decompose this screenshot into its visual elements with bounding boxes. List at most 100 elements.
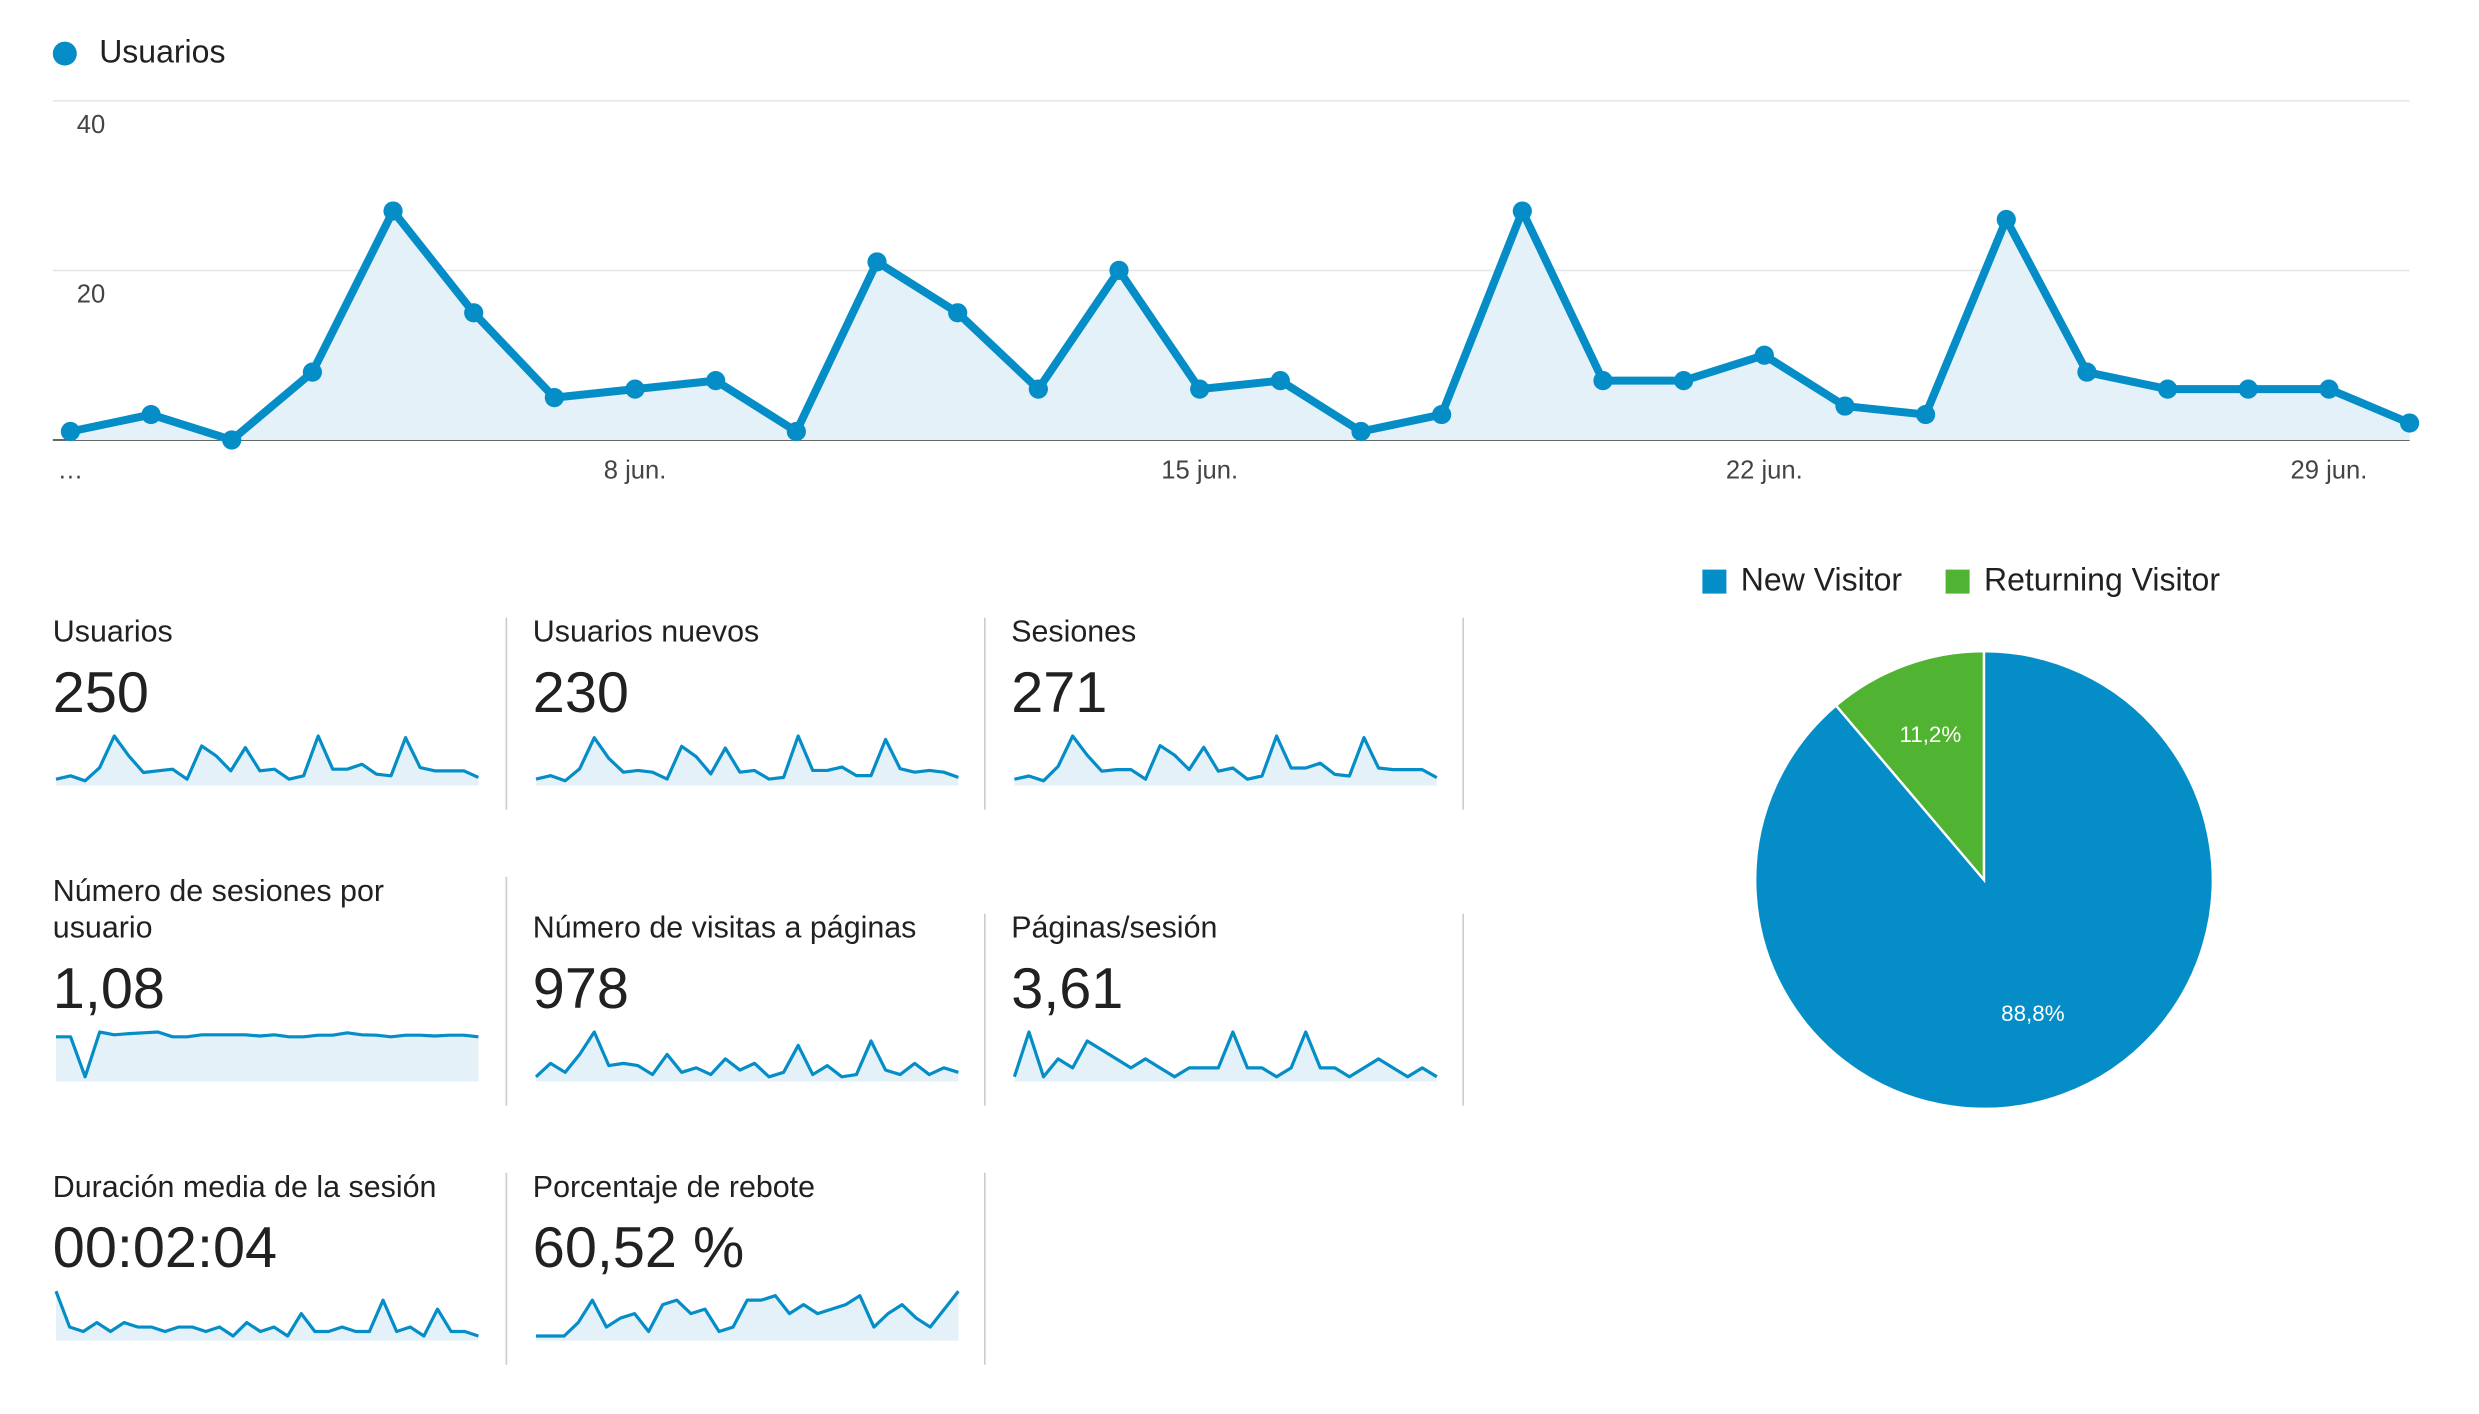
- metric-sesiones[interactable]: Sesiones 271: [1011, 614, 1440, 786]
- series-line-usuarios: [69, 207, 2412, 445]
- x-tick-label: 8 jun.: [604, 456, 667, 484]
- legend-dot-usuarios: [52, 41, 77, 66]
- y-tick-label: 20: [77, 280, 105, 308]
- pie-data-label: 88,8%: [2001, 1001, 2065, 1026]
- data-point[interactable]: [2238, 379, 2258, 399]
- sparkline-line: [1014, 734, 1438, 783]
- data-point[interactable]: [544, 388, 564, 408]
- divider: [505, 876, 508, 1106]
- divider: [984, 913, 986, 1106]
- series-area-usuarios: [70, 211, 2410, 440]
- sparkline-area: [56, 1291, 479, 1341]
- data-point[interactable]: [1270, 371, 1290, 391]
- data-point[interactable]: [786, 421, 806, 442]
- data-point[interactable]: [1432, 404, 1452, 425]
- metric-porcentaje-rebote[interactable]: Porcentaje de rebote 60,52 %: [533, 1170, 962, 1341]
- sparkline-area: [536, 1291, 959, 1341]
- data-point[interactable]: [1593, 371, 1613, 391]
- metric-usuarios[interactable]: Usuarios 250: [52, 614, 482, 786]
- sparkline-line: [535, 1290, 960, 1338]
- legend-label-usuarios: Usuarios: [99, 35, 226, 71]
- data-point[interactable]: [464, 303, 484, 323]
- data-point[interactable]: [2319, 379, 2339, 399]
- users-line-chart: 20 40 … 8 jun. 15 jun. 22 jun. 29 jun.: [52, 100, 2420, 484]
- main-chart-legend[interactable]: Usuarios: [52, 35, 226, 72]
- metric-label: Páginas/sesión: [1011, 912, 1218, 946]
- divider: [1462, 617, 1464, 810]
- data-point[interactable]: [1674, 371, 1694, 391]
- sparkline-line: [55, 734, 480, 783]
- divider: [984, 617, 986, 810]
- sparkline-duracion-media: [54, 1290, 479, 1341]
- legend-swatch-new-visitor: [1702, 569, 1727, 594]
- sparkline-line: [535, 734, 959, 783]
- x-tick-label: 29 jun.: [2291, 456, 2368, 484]
- data-point[interactable]: [1351, 421, 1371, 442]
- pie-data-label: 11,2%: [1899, 722, 1961, 747]
- data-point[interactable]: [141, 404, 161, 425]
- metric-visitas-paginas[interactable]: Número de visitas a páginas 978: [532, 910, 962, 1082]
- data-point[interactable]: [1512, 201, 1532, 221]
- data-point[interactable]: [1190, 379, 1210, 399]
- metric-usuarios-nuevos[interactable]: Usuarios nuevos 230: [532, 614, 962, 786]
- pie-slice-returning-visitor[interactable]: [1834, 649, 1986, 884]
- legend-new-visitor[interactable]: New Visitor: [1702, 563, 1902, 600]
- metric-label: Usuarios: [52, 616, 173, 650]
- divider: [984, 1172, 986, 1365]
- metric-value: 00:02:04: [52, 1214, 278, 1280]
- sparkline-sesiones-por-usuario: [55, 1030, 479, 1082]
- x-tick-label: 15 jun.: [1161, 456, 1238, 484]
- sparkline-visitas-paginas: [534, 1030, 959, 1082]
- legend-label-returning-visitor: Returning Visitor: [1984, 563, 2220, 599]
- sparkline-line: [534, 1030, 959, 1079]
- data-point[interactable]: [867, 252, 887, 272]
- data-point[interactable]: [1835, 396, 1855, 416]
- pie-slice-new-visitor[interactable]: [1754, 649, 2214, 1110]
- data-point[interactable]: [222, 430, 242, 450]
- sparkline-porcentaje-rebote: [535, 1290, 960, 1341]
- metric-label: Usuarios nuevos: [532, 616, 760, 650]
- sparkline-area: [56, 1032, 479, 1082]
- data-point[interactable]: [383, 201, 403, 221]
- metric-value: 1,08: [52, 955, 165, 1021]
- metric-label: Sesiones: [1011, 616, 1137, 650]
- data-point[interactable]: [1109, 260, 1129, 280]
- data-point[interactable]: [2158, 379, 2178, 399]
- data-point[interactable]: [1028, 379, 1048, 399]
- data-point[interactable]: [2077, 362, 2097, 382]
- sparkline-sesiones: [1014, 734, 1438, 786]
- y-tick-label: 40: [77, 111, 105, 139]
- data-point[interactable]: [1754, 345, 1774, 365]
- data-point[interactable]: [2400, 413, 2420, 433]
- metric-paginas-sesion[interactable]: Páginas/sesión 3,61: [1011, 910, 1440, 1082]
- data-point[interactable]: [1996, 209, 2016, 230]
- sparkline-usuarios: [55, 734, 480, 786]
- metric-duracion-media[interactable]: Duración media de la sesión 00:02:04: [53, 1170, 482, 1341]
- metric-label: Duración media de la sesión: [52, 1171, 437, 1205]
- divider: [505, 1172, 508, 1365]
- sparkline-area: [536, 736, 959, 786]
- divider: [1462, 913, 1464, 1106]
- sparkline-line: [1012, 1030, 1438, 1079]
- legend-swatch-returning-visitor: [1945, 569, 1970, 594]
- data-point[interactable]: [1916, 404, 1936, 425]
- legend-returning-visitor[interactable]: Returning Visitor: [1945, 563, 2220, 600]
- legend-label-new-visitor: New Visitor: [1740, 563, 1903, 599]
- data-point[interactable]: [625, 379, 645, 399]
- sparkline-usuarios-nuevos: [535, 734, 959, 786]
- data-point[interactable]: [706, 371, 726, 391]
- metric-value: 978: [532, 955, 629, 1021]
- metric-label: Número de sesiones por usuario: [52, 875, 385, 946]
- data-point[interactable]: [60, 421, 80, 442]
- sparkline-line: [54, 1290, 479, 1338]
- data-point[interactable]: [948, 303, 968, 323]
- x-tick-label: 22 jun.: [1726, 456, 1803, 484]
- x-tick-label: …: [58, 456, 84, 484]
- metric-label: Porcentaje de rebote: [532, 1171, 816, 1205]
- metric-value: 271: [1011, 659, 1108, 725]
- metric-value: 250: [52, 659, 149, 725]
- sparkline-line: [55, 1030, 479, 1079]
- metric-sesiones-por-usuario[interactable]: Número de sesiones por usuario 1,08: [52, 874, 479, 1082]
- data-point[interactable]: [302, 362, 322, 382]
